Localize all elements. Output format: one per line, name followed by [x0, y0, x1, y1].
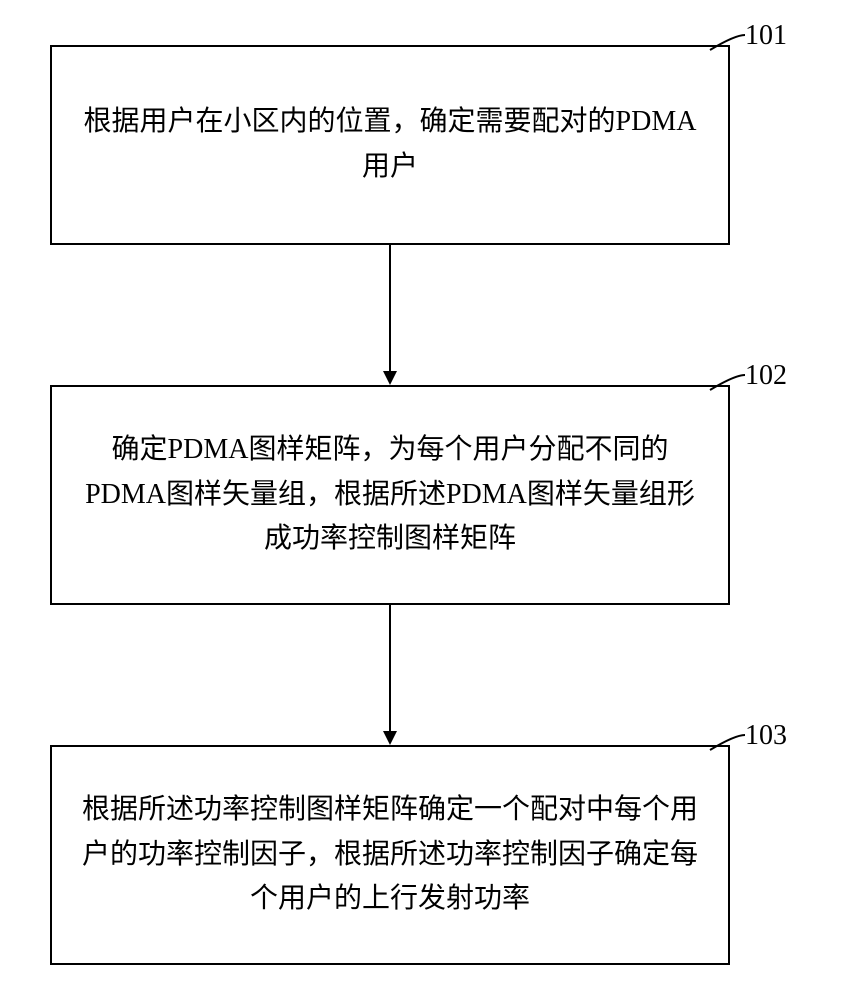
leader-line-103 [0, 0, 845, 1000]
flowchart-canvas: 根据用户在小区内的位置，确定需要配对的PDMA用户 101 确定PDMA图样矩阵… [0, 0, 845, 1000]
label-text: 103 [745, 720, 787, 751]
step-label-103: 103 [745, 720, 787, 752]
